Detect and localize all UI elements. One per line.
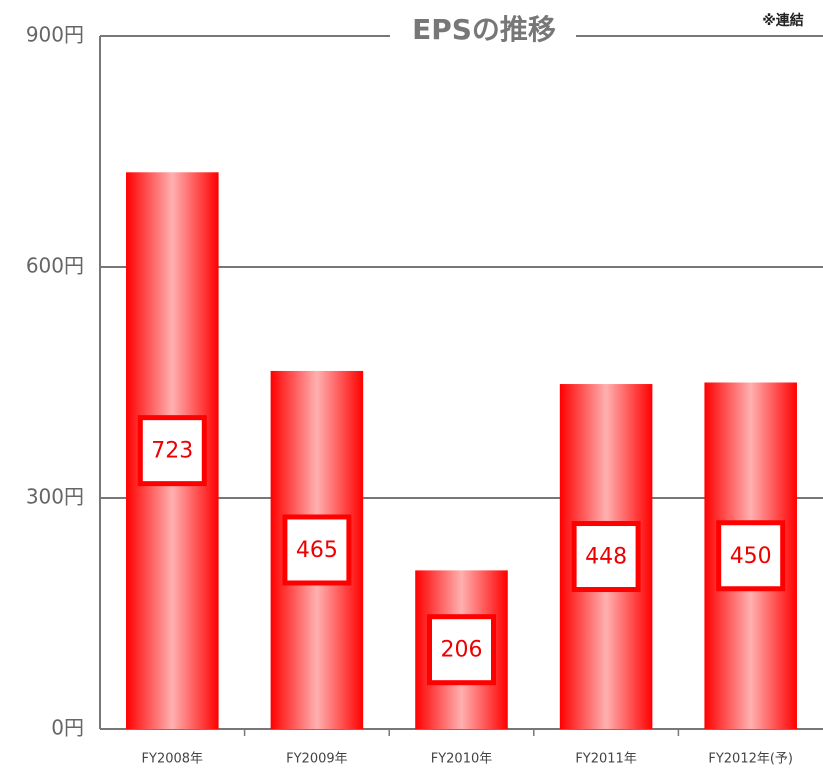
x-tick-label: FY2011年 <box>575 752 637 767</box>
x-tick-label: FY2008年 <box>142 752 204 767</box>
grid: 0円 300円 600円 900円 FY2008年 FY2009年 FY2010年 FY201… <box>26 23 823 767</box>
y-tick-label: 300円 <box>26 485 84 509</box>
y-tick-label: 900円 <box>26 23 84 47</box>
y-tick-label: 0円 <box>51 716 84 740</box>
x-tick-label: FY2009年 <box>286 752 348 767</box>
chart-title: EPSの推移 <box>412 13 556 46</box>
note: ※連結 <box>762 12 804 29</box>
value-label: 450 <box>730 544 772 569</box>
value-label: 723 <box>151 439 193 464</box>
value-label: 448 <box>585 545 627 570</box>
value-label-box <box>716 520 786 592</box>
value-label-box <box>571 521 641 593</box>
y-tick-label: 600円 <box>26 254 84 278</box>
value-label: 465 <box>296 538 338 563</box>
value-label-box <box>282 514 352 586</box>
title-background <box>390 10 576 54</box>
x-tick-label: FY2010年 <box>431 752 493 767</box>
value-label-box <box>427 614 496 686</box>
value-label: 206 <box>441 638 483 663</box>
marks: 723 465 206 448 450 <box>126 172 797 730</box>
value-label-box <box>137 415 207 487</box>
x-tick-label: FY2012年(予) <box>708 752 793 767</box>
